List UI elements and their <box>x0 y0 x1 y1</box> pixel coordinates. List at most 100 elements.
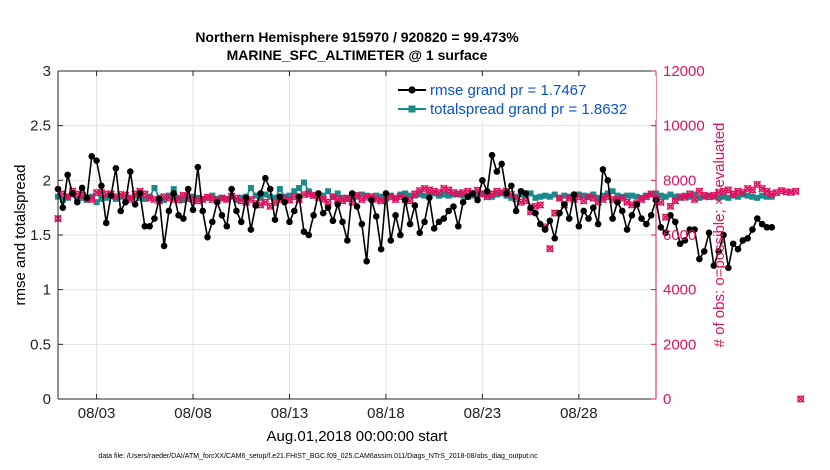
rmse-point <box>483 187 491 195</box>
obs-evaluated-stroke <box>87 195 96 204</box>
spread-point <box>233 197 240 204</box>
obs-evaluated-stroke <box>719 187 728 196</box>
spread-point <box>701 193 708 200</box>
rmse-point <box>377 245 385 253</box>
obs-evaluated-stroke <box>714 188 723 197</box>
rmse-point <box>397 231 404 239</box>
rmse-point <box>117 207 124 215</box>
obs-evaluated-stroke <box>290 192 299 201</box>
rmse-point <box>160 242 168 250</box>
obs-evaluated-point <box>637 195 646 204</box>
rmse-point <box>300 228 308 236</box>
data-file-footnote: data file: /Users/raeder/DAI/ATM_forcXX/… <box>98 453 538 460</box>
y-tick-label: 1 <box>43 282 51 299</box>
obs-evaluated-stroke <box>391 195 400 204</box>
spread-point <box>638 194 645 201</box>
rmse-point <box>146 222 153 230</box>
rmse-point <box>382 190 390 197</box>
spread-point <box>691 191 698 198</box>
rmse-point <box>561 201 568 208</box>
spread-point <box>527 190 534 197</box>
legend-rmse-label: rmse grand pr = 1.7467 <box>430 82 586 99</box>
rmse-point <box>199 207 206 215</box>
obs-evaluated-stroke <box>656 198 665 207</box>
spread-point <box>662 193 669 200</box>
spread-point <box>180 197 187 204</box>
spread-point <box>320 192 327 199</box>
spread-point <box>267 193 274 200</box>
rmse-point <box>744 234 751 242</box>
rmse-point <box>556 209 563 217</box>
rmse-point <box>218 212 226 219</box>
rmse-point <box>450 203 457 210</box>
y2-tick-label: 6000 <box>663 227 696 244</box>
rmse-point <box>749 226 756 233</box>
rmse-point <box>590 204 597 211</box>
spread-point <box>276 186 283 193</box>
obs-evaluated-stroke <box>357 195 366 204</box>
obs-evaluated-point <box>623 198 631 207</box>
rmse-point <box>734 245 742 253</box>
obs-evaluated-point <box>222 195 231 204</box>
obs-evaluated-stroke <box>767 190 776 198</box>
spread-point <box>754 194 761 201</box>
spread-point <box>763 193 770 200</box>
spread-point <box>296 184 303 191</box>
rmse-point <box>401 196 409 204</box>
rmse-point <box>180 215 187 222</box>
obs-evaluated-point <box>203 193 212 202</box>
obs-evaluated-point <box>329 192 337 201</box>
obs-evaluated-stroke <box>517 198 525 207</box>
obs-evaluated-stroke <box>647 190 656 198</box>
rmse-point <box>102 219 110 227</box>
spread-point <box>730 192 737 199</box>
rmse-point <box>676 240 684 248</box>
y-tick-label: 3 <box>43 63 51 80</box>
obs-evaluated-stroke <box>681 193 689 202</box>
rmse-point <box>421 218 428 226</box>
spread-point <box>628 192 635 199</box>
rmse-point <box>387 237 395 244</box>
x-tick-label: 08/23 <box>464 405 502 422</box>
legend: rmse grand pr = 1.7467 totalspread grand… <box>394 76 656 120</box>
spread-point <box>710 193 717 200</box>
spread-point <box>252 192 259 199</box>
rmse-point <box>657 224 665 231</box>
rmse-point <box>59 204 67 211</box>
rmse-point <box>252 202 260 209</box>
obs-evaluated-stroke <box>140 190 149 198</box>
obs-evaluated-stroke <box>710 191 718 200</box>
spread-point <box>445 192 452 199</box>
rmse-point <box>286 218 293 226</box>
obs-evaluated-point <box>791 187 800 196</box>
spread-point <box>633 193 640 200</box>
obs-possible-point <box>797 395 805 403</box>
spread-point <box>262 191 269 198</box>
obs-evaluated-point <box>290 192 299 201</box>
rmse-point <box>262 174 269 182</box>
rmse-point <box>406 220 414 228</box>
rmse-point <box>623 226 631 233</box>
rmse-point <box>324 204 332 211</box>
rmse-point <box>112 165 120 172</box>
obs-possible-point <box>676 193 684 201</box>
rmse-point <box>575 222 583 230</box>
rmse-point <box>233 207 240 215</box>
rmse-point <box>647 212 655 219</box>
obs-evaluated-stroke <box>796 395 805 403</box>
rmse-point <box>532 209 539 217</box>
rmse-point <box>729 240 737 248</box>
rmse-point <box>628 212 636 219</box>
rmse-point <box>141 222 149 230</box>
y2-tick-label: 4000 <box>663 282 696 299</box>
rmse-point <box>319 209 327 217</box>
legend-spread-marker <box>408 105 416 113</box>
rmse-point <box>720 231 727 239</box>
obs-evaluated-stroke <box>353 191 361 200</box>
rmse-point <box>696 255 703 263</box>
rmse-point <box>633 201 641 208</box>
rmse-point <box>416 229 423 237</box>
rmse-point <box>508 182 515 190</box>
rmse-point <box>228 185 235 193</box>
obs-evaluated-point <box>357 195 366 204</box>
